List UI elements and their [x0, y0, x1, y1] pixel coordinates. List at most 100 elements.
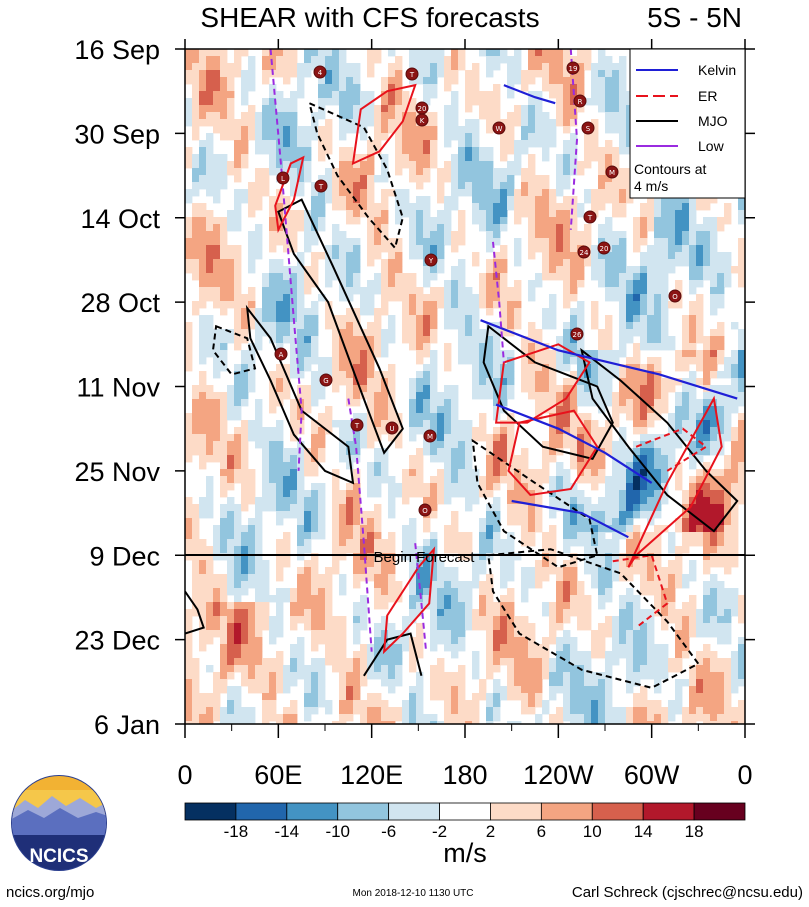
heat-cell: [262, 497, 270, 505]
heat-cell: [472, 84, 480, 92]
heat-cell: [542, 77, 550, 85]
heat-cell: [549, 294, 557, 302]
heat-cell: [542, 553, 550, 561]
heat-cell: [290, 56, 298, 64]
heat-cell: [276, 266, 284, 274]
heat-cell: [290, 182, 298, 190]
heat-cell: [416, 651, 424, 659]
heat-cell: [465, 581, 473, 589]
heat-cell: [241, 546, 249, 554]
heat-cell: [199, 294, 207, 302]
heat-cell: [332, 252, 340, 260]
heat-cell: [423, 343, 431, 351]
heat-cell: [367, 224, 375, 232]
heat-cell: [493, 427, 501, 435]
heat-cell: [612, 112, 620, 120]
heat-cell: [297, 637, 305, 645]
heat-cell: [479, 154, 487, 162]
heat-cell: [444, 644, 452, 652]
heat-cell: [381, 168, 389, 176]
heat-cell: [724, 399, 732, 407]
heat-cell: [514, 308, 522, 316]
heat-cell: [402, 196, 410, 204]
heat-cell: [290, 98, 298, 106]
heat-cell: [409, 287, 417, 295]
heat-cell: [570, 147, 578, 155]
heat-cell: [290, 371, 298, 379]
heat-cell: [710, 392, 718, 400]
heat-cell: [479, 413, 487, 421]
heat-cell: [423, 294, 431, 302]
heat-cell: [381, 266, 389, 274]
heat-cell: [577, 343, 585, 351]
heat-cell: [640, 266, 648, 274]
heat-cell: [332, 175, 340, 183]
heat-cell: [717, 357, 725, 365]
heat-cell: [304, 280, 312, 288]
heat-cell: [577, 623, 585, 631]
heat-cell: [605, 630, 613, 638]
heat-cell: [647, 476, 655, 484]
heat-cell: [199, 455, 207, 463]
heat-cell: [458, 595, 466, 603]
heat-cell: [591, 147, 599, 155]
heat-cell: [703, 350, 711, 358]
heat-cell: [528, 329, 536, 337]
heat-cell: [311, 441, 319, 449]
heat-cell: [500, 602, 508, 610]
heat-cell: [472, 378, 480, 386]
heat-cell: [605, 441, 613, 449]
heat-cell: [325, 266, 333, 274]
heat-cell: [668, 301, 676, 309]
heat-cell: [283, 105, 291, 113]
heat-cell: [549, 252, 557, 260]
heat-cell: [185, 329, 193, 337]
heat-cell: [423, 364, 431, 372]
heat-cell: [388, 546, 396, 554]
heat-cell: [584, 553, 592, 561]
heat-cell: [535, 105, 543, 113]
heat-cell: [563, 385, 571, 393]
heat-cell: [325, 77, 333, 85]
heat-cell: [654, 392, 662, 400]
heat-cell: [479, 434, 487, 442]
heat-cell: [318, 602, 326, 610]
heat-cell: [395, 630, 403, 638]
heat-cell: [542, 140, 550, 148]
heat-cell: [598, 196, 606, 204]
heat-cell: [360, 385, 368, 393]
heat-cell: [500, 623, 508, 631]
heat-cell: [535, 518, 543, 526]
heat-cell: [521, 574, 529, 582]
heat-cell: [577, 77, 585, 85]
heat-cell: [241, 427, 249, 435]
heat-cell: [262, 112, 270, 120]
heat-cell: [297, 252, 305, 260]
heat-cell: [220, 287, 228, 295]
heat-cell: [598, 630, 606, 638]
heat-cell: [381, 399, 389, 407]
heat-cell: [353, 399, 361, 407]
heat-cell: [430, 91, 438, 99]
heat-cell: [311, 315, 319, 323]
heat-cell: [430, 623, 438, 631]
heat-cell: [605, 91, 613, 99]
heat-cell: [451, 574, 459, 582]
heat-cell: [717, 280, 725, 288]
heat-cell: [486, 91, 494, 99]
heat-cell: [353, 238, 361, 246]
heat-cell: [689, 420, 697, 428]
heat-cell: [661, 399, 669, 407]
heat-cell: [451, 427, 459, 435]
heat-cell: [227, 119, 235, 127]
heat-cell: [584, 413, 592, 421]
heat-cell: [269, 462, 277, 470]
heat-cell: [346, 539, 354, 547]
heat-cell: [605, 588, 613, 596]
heat-cell: [255, 644, 263, 652]
heat-cell: [241, 91, 249, 99]
heat-cell: [283, 483, 291, 491]
heat-cell: [563, 231, 571, 239]
heat-cell: [605, 119, 613, 127]
heat-cell: [577, 63, 585, 71]
